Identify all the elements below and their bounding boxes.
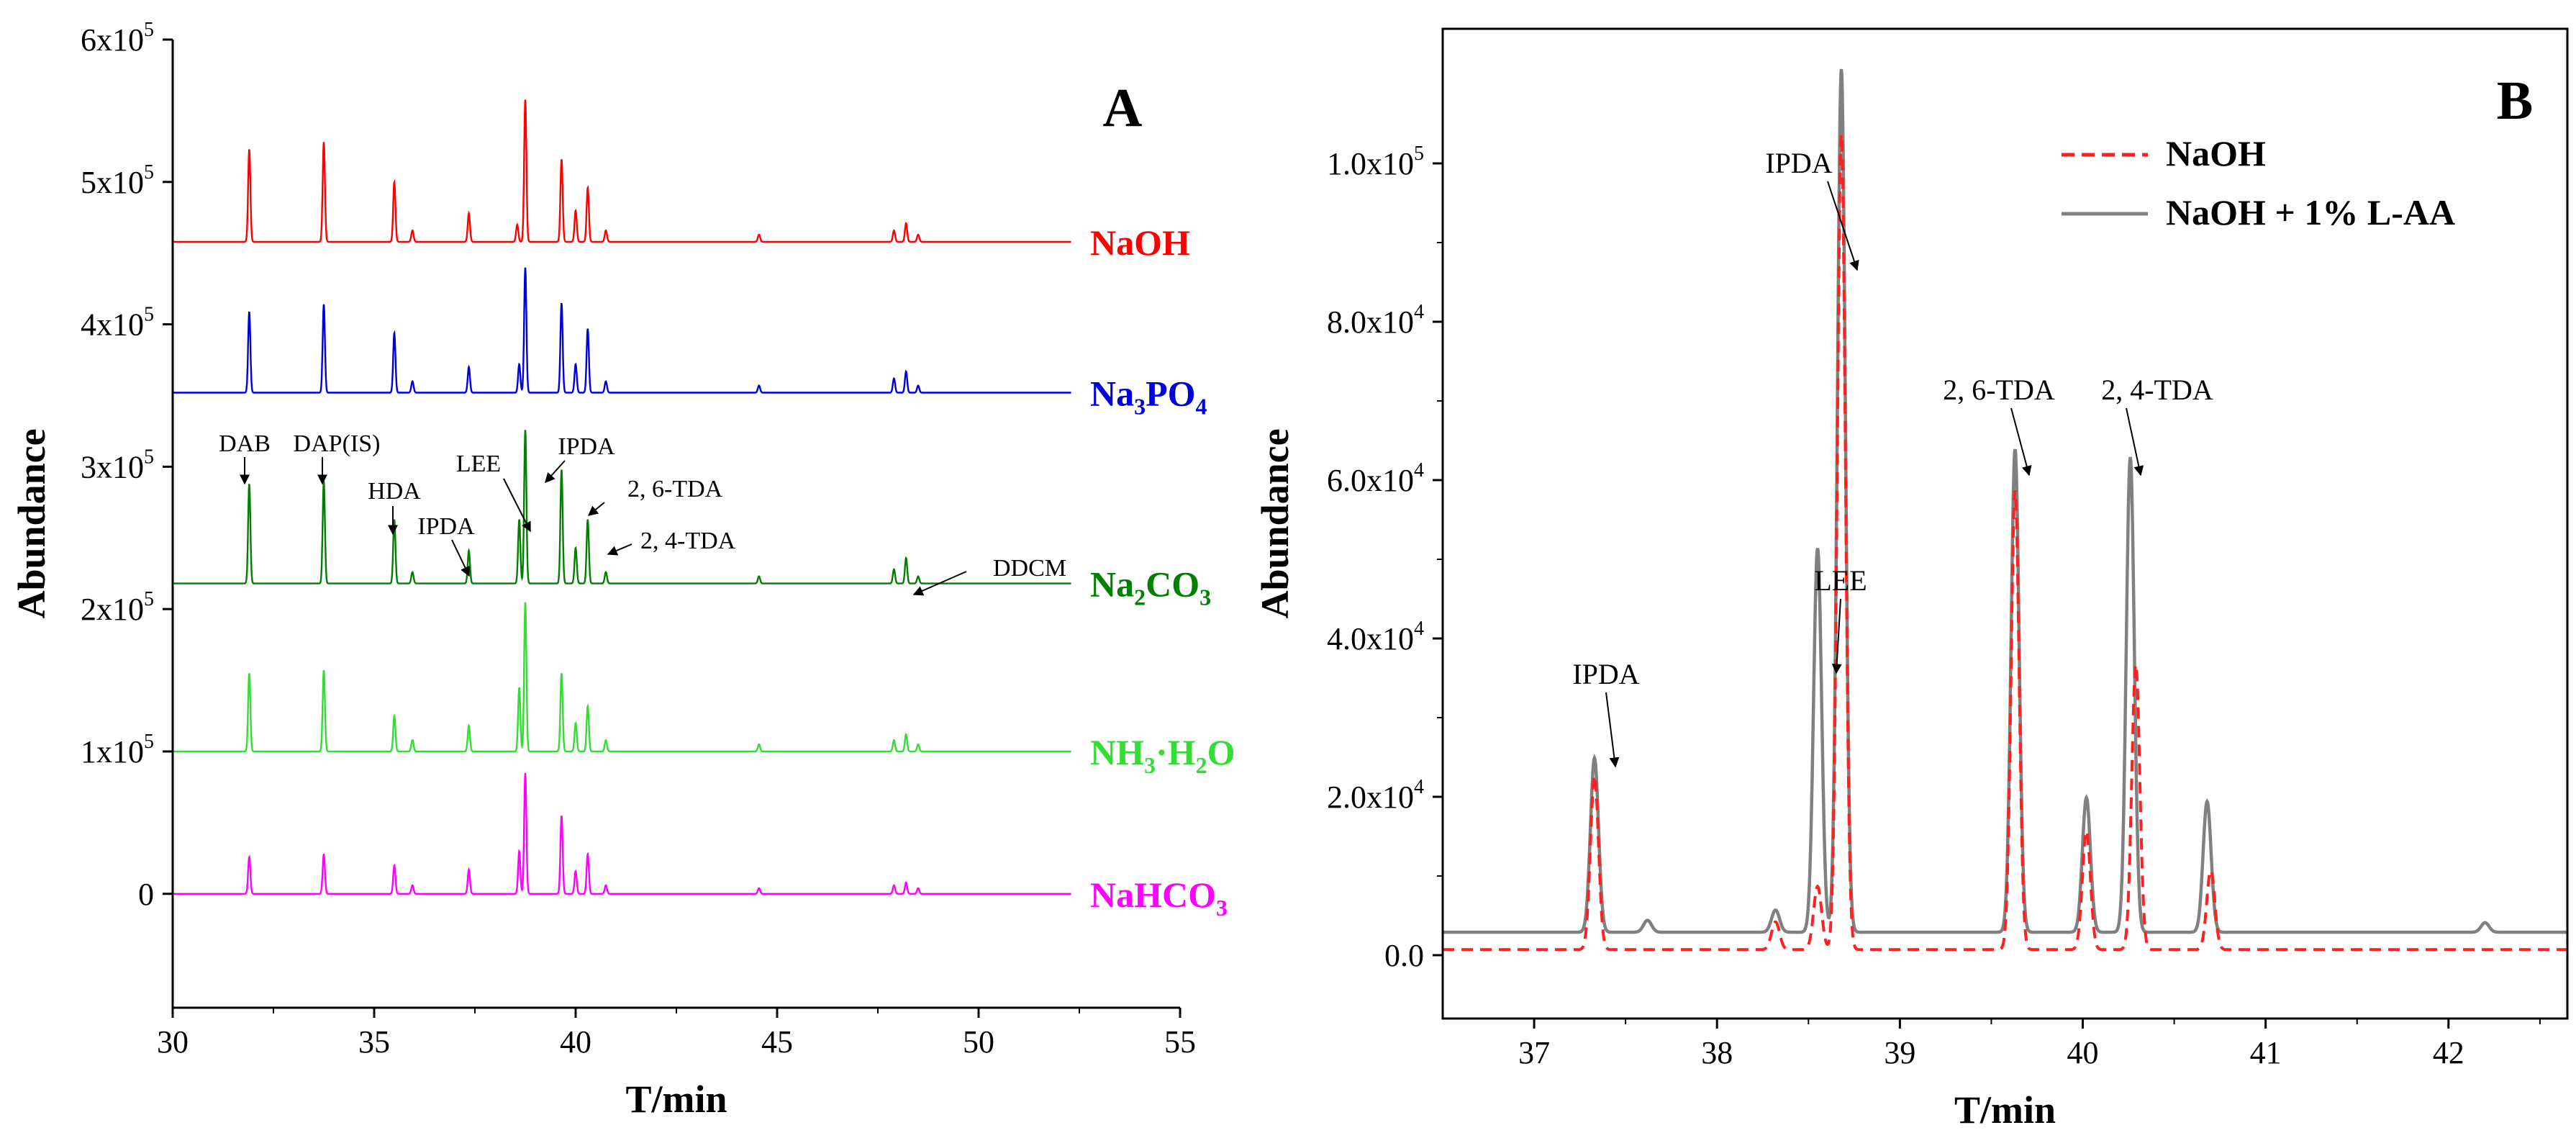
peak-annotation: DAP(IS): [294, 430, 381, 457]
y-axis-title: Abundance: [1253, 428, 1297, 618]
panel-b: 37 38 39 40 41 42 0.0 2.0x104 4.0x104 6.0x104 8.0x…: [1253, 27, 2569, 1132]
y-axis-title: Abundance: [10, 428, 53, 618]
peak-annotation: 2, 6-TDA: [1943, 374, 2055, 406]
annotation-arrow: [912, 571, 967, 596]
peak-annotation: LEE: [1814, 564, 1867, 597]
y-tick-label: 6x105: [81, 19, 154, 58]
annotation-arrow: [545, 460, 566, 484]
series-label-0: NaOH: [1090, 222, 1190, 263]
series-line-0: [173, 99, 1071, 243]
annotation-arrow: [503, 478, 531, 533]
y-tick-label: 0: [138, 877, 154, 912]
y-tick-label: 1.0x105: [1327, 143, 1424, 181]
y-tick-label: 1x105: [81, 731, 154, 769]
x-tick-label: 40: [560, 1024, 591, 1060]
y-tick-label: 8.0x104: [1327, 301, 1424, 340]
series-line-1: [173, 267, 1071, 394]
annotation-arrow: [1831, 598, 1842, 674]
panel-label: B: [2497, 71, 2534, 131]
x-tick-label: 38: [1701, 1035, 1733, 1070]
x-tick-label: 41: [2250, 1035, 2282, 1070]
plot-frame: [1441, 27, 2569, 1020]
peak-annotation: DDCM: [993, 555, 1066, 582]
x-axis-title: T/min: [1954, 1088, 2056, 1132]
y-tick-label: 2x105: [81, 588, 154, 627]
legend-label-naoh: NaOH: [2166, 133, 2266, 173]
series-line-3: [173, 602, 1071, 753]
annotation-arrow: [451, 539, 470, 577]
panel-a: 30 35 40 45 50 55 0 1x105 2x105 3x105 4x105 5x105 6x…: [10, 19, 1235, 1121]
annotation-arrow: [1827, 181, 1859, 271]
peak-annotation: 2, 4-TDA: [2101, 374, 2213, 406]
peak-annotation: 2, 4-TDA: [640, 528, 736, 554]
peak-annotation: HDA: [368, 478, 421, 505]
annotation-arrow: [1605, 692, 1620, 768]
x-tick-label: 30: [157, 1024, 189, 1060]
legend: NaOH NaOH + 1% L-AA: [2062, 133, 2455, 232]
y-tick-label: 2.0x104: [1327, 776, 1424, 815]
annotation-arrow: [2010, 407, 2032, 477]
peak-annotation: DAB: [219, 430, 271, 457]
legend-label-laa: NaOH + 1% L-AA: [2166, 192, 2455, 232]
y-tick-label: 4.0x104: [1327, 618, 1424, 656]
peak-annotation: IPDA: [1765, 147, 1832, 179]
x-tick-label: 40: [2067, 1035, 2099, 1070]
series-line-4: [173, 772, 1071, 895]
annotation-arrow: [2126, 407, 2144, 477]
annotation-arrow: [607, 543, 632, 556]
series-line-0: [1443, 134, 2567, 952]
series-label-3: NH3·H2O: [1090, 732, 1235, 778]
annotation-arrow: [587, 502, 605, 516]
y-tick-label: 6.0x104: [1327, 459, 1424, 498]
x-tick-label: 42: [2433, 1035, 2464, 1070]
series-label-4: NaHCO3: [1090, 875, 1228, 921]
peak-annotation: IPDA: [417, 513, 475, 540]
peak-annotation: LEE: [456, 451, 501, 477]
peak-annotation: IPDA: [558, 433, 615, 460]
y-tick-label: 5x105: [81, 161, 154, 200]
y-tick-label: 0.0: [1384, 938, 1424, 973]
x-axis-title: T/min: [625, 1078, 727, 1121]
x-tick-label: 39: [1884, 1035, 1915, 1070]
x-tick-label: 50: [963, 1024, 994, 1060]
x-tick-label: 35: [358, 1024, 390, 1060]
x-tick-label: 45: [761, 1024, 793, 1060]
peak-annotation: 2, 6-TDA: [627, 476, 723, 502]
peak-annotation: IPDA: [1572, 658, 1639, 690]
x-tick-label: 37: [1518, 1035, 1550, 1070]
series-label-1: Na3PO4: [1090, 374, 1207, 420]
panel-label: A: [1103, 78, 1143, 138]
series-line-2: [173, 430, 1071, 584]
x-tick-label: 55: [1164, 1024, 1196, 1060]
series-label-2: Na2CO3: [1090, 564, 1211, 610]
y-tick-label: 4x105: [81, 304, 154, 343]
y-tick-label: 3x105: [81, 446, 154, 484]
